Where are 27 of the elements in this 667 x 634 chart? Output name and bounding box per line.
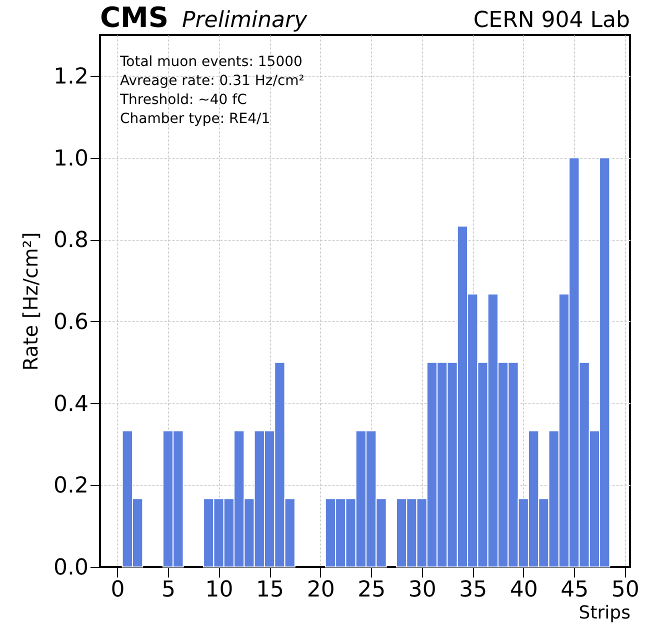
x-axis-title: Strips bbox=[578, 602, 630, 624]
chart-title: CMS bbox=[100, 1, 169, 34]
annotation: Total muon events: 15000 bbox=[119, 54, 302, 70]
y-tick-label: 0.0 bbox=[54, 556, 88, 580]
x-tick-label: 40 bbox=[510, 578, 538, 602]
y-axis-title: Rate [Hz/cm²] bbox=[18, 232, 43, 371]
y-tick-label: 0.2 bbox=[54, 474, 88, 499]
y-tick-label: 1.0 bbox=[54, 146, 88, 172]
annotation: Avreage rate: 0.31 Hz/cm² bbox=[120, 73, 304, 89]
chart-subtitle: Preliminary bbox=[182, 8, 308, 33]
x-tick-label: 45 bbox=[560, 578, 589, 602]
x-tick-label: 15 bbox=[256, 578, 284, 602]
annotation: Threshold: ~40 fC bbox=[119, 92, 248, 108]
x-tick-label: 5 bbox=[162, 578, 176, 602]
text: CERN 904 Lab bbox=[473, 8, 630, 33]
y-tick-label: 0.4 bbox=[54, 392, 88, 417]
x-tick-label: 20 bbox=[306, 578, 335, 602]
y-tick-label: 0.6 bbox=[54, 310, 88, 335]
x-tick-label: 0 bbox=[110, 578, 125, 602]
x-tick-label: 25 bbox=[358, 578, 386, 602]
y-tick-label: 0.8 bbox=[54, 228, 88, 254]
annotation: Chamber type: RE4/1 bbox=[120, 111, 270, 127]
y-tick-label: 1.2 bbox=[54, 64, 88, 90]
x-tick-label: 35 bbox=[459, 578, 488, 602]
x-tick-label: 30 bbox=[408, 578, 436, 602]
x-tick-label: 10 bbox=[205, 578, 234, 602]
x-tick-label: 50 bbox=[611, 578, 640, 602]
